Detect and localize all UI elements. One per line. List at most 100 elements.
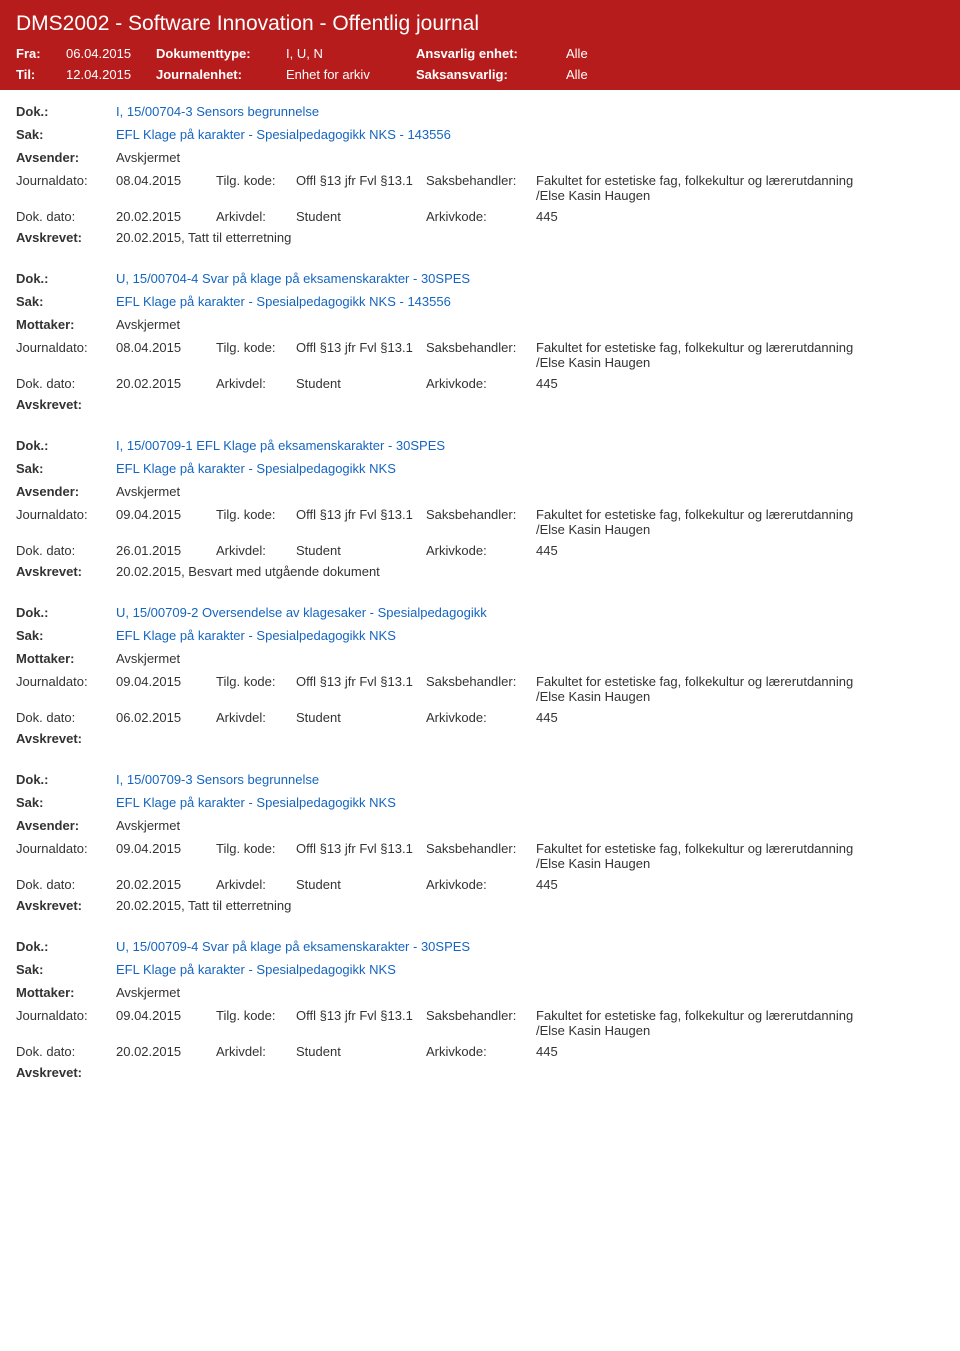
avskrevet-value: 20.02.2015, Tatt til etterretning — [116, 898, 291, 913]
dokdato-value: 20.02.2015 — [116, 376, 216, 391]
party-label: Mottaker: — [16, 317, 116, 332]
arkivkode-label: Arkivkode: — [426, 1044, 536, 1059]
tilgkode-label: Tilg. kode: — [216, 507, 296, 522]
arkivdel-value: Student — [296, 877, 426, 892]
party-value: Avskjermet — [116, 651, 944, 666]
saksbehandler-label: Saksbehandler: — [426, 841, 536, 856]
report-header: DMS2002 - Software Innovation - Offentli… — [0, 0, 960, 90]
arkivkode-value: 445 — [536, 710, 944, 725]
journal-entry: Dok.: I, 15/00709-3 Sensors begrunnelse … — [0, 758, 960, 925]
journaldato-label: Journaldato: — [16, 173, 116, 188]
saksbehandler-value: Fakultet for estetiske fag, folkekultur … — [536, 841, 944, 871]
doktype-value: I, U, N — [286, 46, 416, 61]
sak-value: EFL Klage på karakter - Spesialpedagogik… — [116, 962, 944, 977]
saksbehandler-value: Fakultet for estetiske fag, folkekultur … — [536, 674, 944, 704]
saksbeh-line2: /Else Kasin Haugen — [536, 522, 944, 537]
dok-label: Dok.: — [16, 605, 116, 620]
journaldato-label: Journaldato: — [16, 507, 116, 522]
arkivdel-label: Arkivdel: — [216, 877, 296, 892]
arkivkode-value: 445 — [536, 1044, 944, 1059]
arkivkode-value: 445 — [536, 877, 944, 892]
saksbehandler-label: Saksbehandler: — [426, 173, 536, 188]
saksbehandler-label: Saksbehandler: — [426, 507, 536, 522]
arkivdel-value: Student — [296, 376, 426, 391]
party-value: Avskjermet — [116, 985, 944, 1000]
sak-label: Sak: — [16, 795, 116, 810]
journal-entry: Dok.: I, 15/00709-1 EFL Klage på eksamen… — [0, 424, 960, 591]
avskrevet-value: 20.02.2015, Besvart med utgående dokumen… — [116, 564, 380, 579]
journal-entry: Dok.: U, 15/00704-4 Svar på klage på eks… — [0, 257, 960, 424]
arkivkode-label: Arkivkode: — [426, 376, 536, 391]
party-label: Avsender: — [16, 818, 116, 833]
report-title: DMS2002 - Software Innovation - Offentli… — [16, 12, 944, 36]
tilgkode-label: Tilg. kode: — [216, 173, 296, 188]
dokdato-value: 06.02.2015 — [116, 710, 216, 725]
avskrevet-label: Avskrevet: — [16, 1065, 116, 1080]
journaldato-value: 09.04.2015 — [116, 674, 216, 689]
dok-value: I, 15/00709-3 Sensors begrunnelse — [116, 772, 944, 787]
party-label: Mottaker: — [16, 985, 116, 1000]
arkivdel-value: Student — [296, 1044, 426, 1059]
arkivdel-label: Arkivdel: — [216, 543, 296, 558]
ansvarlig-label: Ansvarlig enhet: — [416, 46, 566, 61]
tilgkode-value: Offl §13 jfr Fvl §13.1 — [296, 340, 426, 355]
party-value: Avskjermet — [116, 317, 944, 332]
tilgkode-value: Offl §13 jfr Fvl §13.1 — [296, 674, 426, 689]
arkivkode-value: 445 — [536, 209, 944, 224]
party-value: Avskjermet — [116, 150, 944, 165]
dokdato-label: Dok. dato: — [16, 1044, 116, 1059]
tilgkode-label: Tilg. kode: — [216, 340, 296, 355]
arkivdel-value: Student — [296, 209, 426, 224]
entries-container: Dok.: I, 15/00704-3 Sensors begrunnelse … — [0, 90, 960, 1092]
dok-value: U, 15/00704-4 Svar på klage på eksamensk… — [116, 271, 944, 286]
saksbehandler-value: Fakultet for estetiske fag, folkekultur … — [536, 507, 944, 537]
party-label: Avsender: — [16, 150, 116, 165]
dok-value: I, 15/00704-3 Sensors begrunnelse — [116, 104, 944, 119]
saksbehandler-label: Saksbehandler: — [426, 674, 536, 689]
saksbeh-line1: Fakultet for estetiske fag, folkekultur … — [536, 674, 944, 689]
dokdato-label: Dok. dato: — [16, 543, 116, 558]
tilgkode-value: Offl §13 jfr Fvl §13.1 — [296, 1008, 426, 1023]
journaldato-value: 08.04.2015 — [116, 340, 216, 355]
saksbehandler-value: Fakultet for estetiske fag, folkekultur … — [536, 340, 944, 370]
arkivdel-label: Arkivdel: — [216, 1044, 296, 1059]
arkivdel-value: Student — [296, 543, 426, 558]
tilgkode-value: Offl §13 jfr Fvl §13.1 — [296, 173, 426, 188]
party-value: Avskjermet — [116, 484, 944, 499]
saksbeh-line2: /Else Kasin Haugen — [536, 188, 944, 203]
tilgkode-label: Tilg. kode: — [216, 1008, 296, 1023]
saksbeh-line2: /Else Kasin Haugen — [536, 1023, 944, 1038]
tilgkode-value: Offl §13 jfr Fvl §13.1 — [296, 841, 426, 856]
saksbehandler-value: Fakultet for estetiske fag, folkekultur … — [536, 173, 944, 203]
til-value: 12.04.2015 — [66, 67, 156, 82]
journaldato-label: Journaldato: — [16, 1008, 116, 1023]
saksansvarlig-label: Saksansvarlig: — [416, 67, 566, 82]
journal-entry: Dok.: I, 15/00704-3 Sensors begrunnelse … — [0, 90, 960, 257]
arkivkode-label: Arkivkode: — [426, 543, 536, 558]
saksbehandler-value: Fakultet for estetiske fag, folkekultur … — [536, 1008, 944, 1038]
journal-entry: Dok.: U, 15/00709-4 Svar på klage på eks… — [0, 925, 960, 1092]
arkivkode-label: Arkivkode: — [426, 209, 536, 224]
header-meta-grid: Fra: 06.04.2015 Dokumenttype: I, U, N An… — [16, 46, 944, 82]
avskrevet-value: 20.02.2015, Tatt til etterretning — [116, 230, 291, 245]
tilgkode-label: Tilg. kode: — [216, 841, 296, 856]
party-label: Avsender: — [16, 484, 116, 499]
avskrevet-label: Avskrevet: — [16, 898, 116, 913]
arkivkode-value: 445 — [536, 543, 944, 558]
saksbeh-line1: Fakultet for estetiske fag, folkekultur … — [536, 340, 944, 355]
avskrevet-label: Avskrevet: — [16, 731, 116, 746]
dok-value: U, 15/00709-4 Svar på klage på eksamensk… — [116, 939, 944, 954]
arkivkode-label: Arkivkode: — [426, 877, 536, 892]
dokdato-value: 20.02.2015 — [116, 209, 216, 224]
dok-label: Dok.: — [16, 939, 116, 954]
sak-value: EFL Klage på karakter - Spesialpedagogik… — [116, 127, 944, 142]
journaldato-value: 08.04.2015 — [116, 173, 216, 188]
dokdato-value: 26.01.2015 — [116, 543, 216, 558]
dok-value: U, 15/00709-2 Oversendelse av klagesaker… — [116, 605, 944, 620]
journaldato-label: Journaldato: — [16, 841, 116, 856]
arkivdel-label: Arkivdel: — [216, 376, 296, 391]
saksansvarlig-value: Alle — [566, 67, 646, 82]
doktype-label: Dokumenttype: — [156, 46, 286, 61]
saksbeh-line1: Fakultet for estetiske fag, folkekultur … — [536, 1008, 944, 1023]
journaldato-value: 09.04.2015 — [116, 841, 216, 856]
